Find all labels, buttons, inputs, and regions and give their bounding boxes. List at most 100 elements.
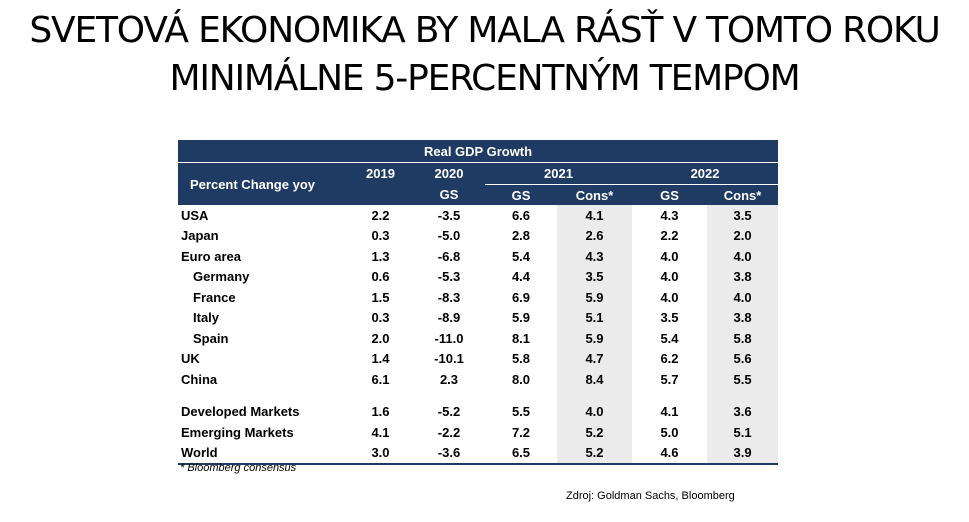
cell-2021-cons: 5.9	[557, 328, 632, 349]
cell-2021-cons: 5.2	[557, 422, 632, 443]
row-label: World	[178, 442, 348, 465]
cell-2019: 1.6	[371, 404, 390, 420]
cell-2022-gs: 4.1	[660, 404, 679, 420]
cell-2022-cons: 5.6	[707, 348, 779, 369]
cell-2022-gs: 4.0	[660, 289, 679, 305]
cell-2020-gs: -6.8	[437, 248, 461, 264]
cell-2019: 0.3	[371, 228, 390, 244]
spacer-cell	[348, 390, 413, 402]
table-row: World 3.0 -3.6 6.5 5.2 4.6 3.9	[178, 442, 779, 465]
cell-2022-gs: 3.5	[660, 310, 679, 326]
cell-2019: 1.3	[371, 248, 390, 264]
row-label: Euro area	[181, 248, 241, 264]
cell-2020-gs: -11.0	[434, 330, 464, 346]
table-row: Japan 0.3 -5.0 2.8 2.6 2.2 2.0	[178, 225, 779, 246]
table-row: USA 2.2 -3.5 6.6 4.1 4.3 3.5	[178, 205, 779, 226]
spacer-cell	[557, 389, 632, 402]
spacer-cell	[178, 390, 348, 402]
cell-2021-gs: 4.4	[511, 269, 531, 285]
source-note: Zdroj: Goldman Sachs, Bloomberg	[566, 490, 735, 502]
gs-2022-header: GS	[632, 184, 707, 205]
cell-2022-cons: 4.0	[707, 287, 779, 308]
cell-2022-gs: 5.7	[660, 371, 679, 387]
table-row: Developed Markets 1.6 -5.2 5.5 4.0 4.1 3…	[178, 401, 779, 422]
gdp-growth-table: Real GDP Growth Percent Change yoy 2019 …	[178, 140, 779, 465]
cell-2022-gs: 4.6	[632, 442, 707, 465]
cell-2021-cons: 8.4	[557, 369, 632, 390]
cell-2022-cons: 3.5	[707, 205, 779, 226]
table-row: France 1.5 -8.3 6.9 5.9 4.0 4.0	[178, 287, 779, 308]
cell-2021-gs: 6.6	[511, 207, 531, 223]
row-label: Italy	[193, 310, 220, 326]
slide-title-line-2: MINIMÁLNE 5-PERCENTNÝM TEMPOM	[169, 58, 801, 99]
cell-2021-gs: 6.5	[485, 442, 557, 465]
spacer-cell	[632, 390, 707, 402]
cell-2020-gs: -8.9	[437, 310, 461, 326]
spacer-cell	[413, 390, 485, 402]
table-row: China 6.1 2.3 8.0 8.4 5.7 5.5	[178, 369, 779, 390]
year-2019-header: 2019	[348, 162, 413, 185]
cell-2019: 4.1	[371, 424, 390, 440]
cons-2021-header: Cons*	[557, 184, 632, 205]
year-2022-header: 2022	[632, 162, 779, 185]
cell-2022-cons: 3.6	[707, 401, 779, 422]
gs-2020-header: GS	[413, 184, 485, 205]
table-title: Real GDP Growth	[178, 140, 779, 163]
cell-2022-gs: 6.2	[660, 351, 679, 367]
table-row: Italy 0.3 -8.9 5.9 5.1 3.5 3.8	[178, 307, 779, 328]
cell-2019: 0.6	[371, 269, 390, 285]
cell-2021-cons: 5.1	[557, 307, 632, 328]
cell-2021-gs: 5.4	[511, 248, 531, 264]
cell-2019: 2.2	[371, 207, 390, 223]
cell-2020-gs: -3.6	[413, 442, 485, 465]
row-label: Japan	[181, 228, 219, 244]
table-row: Euro area 1.3 -6.8 5.4 4.3 4.0 4.0	[178, 246, 779, 267]
cell-2019: 0.3	[371, 310, 390, 326]
cell-2022-gs: 4.3	[660, 207, 679, 223]
cell-2020-gs: -5.3	[437, 269, 461, 285]
cell-2022-cons: 5.1	[707, 422, 779, 443]
table-row: Germany 0.6 -5.3 4.4 3.5 4.0 3.8	[178, 266, 779, 287]
cell-2019: 1.5	[371, 289, 390, 305]
row-label: Germany	[193, 269, 250, 285]
cell-2020-gs: -5.0	[437, 228, 461, 244]
cons-2022-header: Cons*	[707, 184, 779, 205]
cell-2021-gs: 5.9	[511, 310, 531, 326]
cell-2022-gs: 5.0	[660, 424, 679, 440]
table-row: Emerging Markets 4.1 -2.2 7.2 5.2 5.0 5.…	[178, 422, 779, 443]
cell-2019: 2.0	[371, 330, 390, 346]
cell-2022-gs: 4.0	[660, 269, 679, 285]
cell-2019: 3.0	[348, 442, 413, 465]
cell-2021-cons: 3.5	[557, 266, 632, 287]
row-label: Emerging Markets	[181, 424, 294, 440]
cell-2021-cons: 4.3	[557, 246, 632, 267]
empty-header-cell	[348, 184, 413, 205]
cell-2022-gs: 2.2	[660, 228, 679, 244]
spacer-cell	[485, 390, 557, 402]
cell-2021-cons: 5.9	[557, 287, 632, 308]
table-spacer-row	[178, 389, 779, 402]
year-2021-header: 2021	[485, 162, 632, 185]
gs-2021-header: GS	[485, 184, 557, 205]
cell-2020-gs: -2.2	[437, 424, 461, 440]
cell-2021-cons: 4.7	[557, 348, 632, 369]
spacer-cell	[707, 389, 779, 402]
slide-title-line-1: SVETOVÁ EKONOMIKA BY MALA RÁSŤ V TOMTO R…	[29, 10, 940, 51]
cell-2020-gs: -5.2	[437, 404, 461, 420]
cell-2022-cons: 5.8	[707, 328, 779, 349]
table-row: Spain 2.0 -11.0 8.1 5.9 5.4 5.8	[178, 328, 779, 349]
row-label: France	[193, 289, 236, 305]
cell-2019: 6.1	[371, 371, 390, 387]
cell-2021-cons: 4.1	[557, 205, 632, 226]
cell-2022-gs: 5.4	[660, 330, 679, 346]
row-label: Spain	[193, 330, 229, 346]
cell-2022-cons: 4.0	[707, 246, 779, 267]
cell-2020-gs: -3.5	[437, 207, 461, 223]
cell-2020-gs: 2.3	[439, 371, 459, 387]
cell-2021-gs: 8.1	[511, 330, 531, 346]
cell-2022-cons: 3.8	[707, 266, 779, 287]
cell-2022-cons: 5.5	[707, 369, 779, 390]
table-row: UK 1.4 -10.1 5.8 4.7 6.2 5.6	[178, 348, 779, 369]
cell-2022-cons: 2.0	[707, 225, 779, 246]
cell-2020-gs: -10.1	[434, 351, 464, 367]
